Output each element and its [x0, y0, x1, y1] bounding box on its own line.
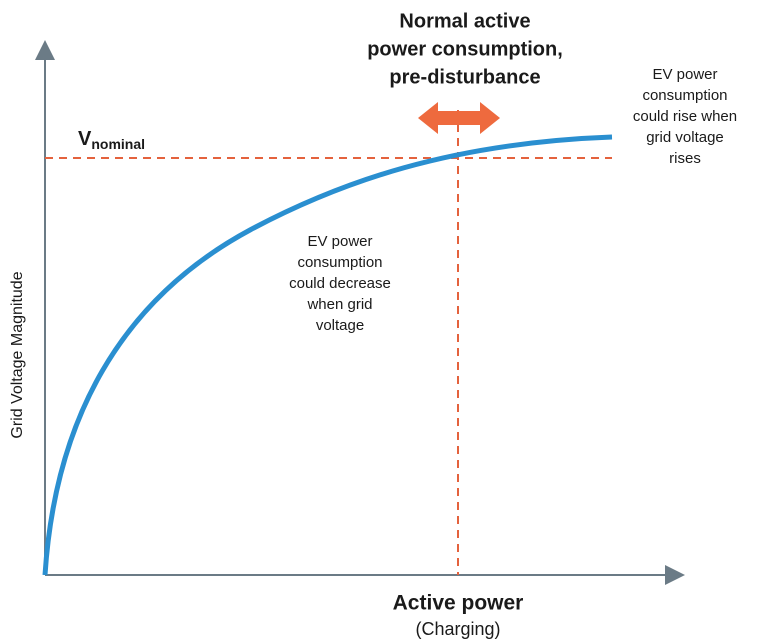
note-line: when grid	[306, 296, 372, 313]
note-line: could decrease	[289, 275, 391, 292]
note-line: consumption	[297, 254, 382, 271]
v-sub: nominal	[91, 136, 145, 152]
double-arrow	[418, 102, 500, 134]
title-line: Normal active	[399, 10, 530, 32]
x-axis-sublabel: (Charging)	[415, 619, 500, 639]
curve	[42, 134, 613, 576]
title-line: pre-disturbance	[389, 66, 540, 88]
x-axis-label: Active power	[393, 592, 524, 615]
v-main: V	[78, 128, 92, 150]
y-axis-label: Grid Voltage Magnitude	[9, 271, 26, 438]
note-line: EV power	[652, 66, 717, 83]
note-line: grid voltage	[646, 129, 724, 146]
note-line: voltage	[316, 317, 364, 334]
note-line: rises	[669, 150, 701, 167]
note-line: consumption	[642, 87, 727, 104]
note-line: could rise when	[633, 108, 737, 125]
v-nominal: Vnominal	[78, 128, 145, 151]
note-line: EV power	[307, 233, 372, 250]
title-line: power consumption,	[367, 38, 563, 60]
